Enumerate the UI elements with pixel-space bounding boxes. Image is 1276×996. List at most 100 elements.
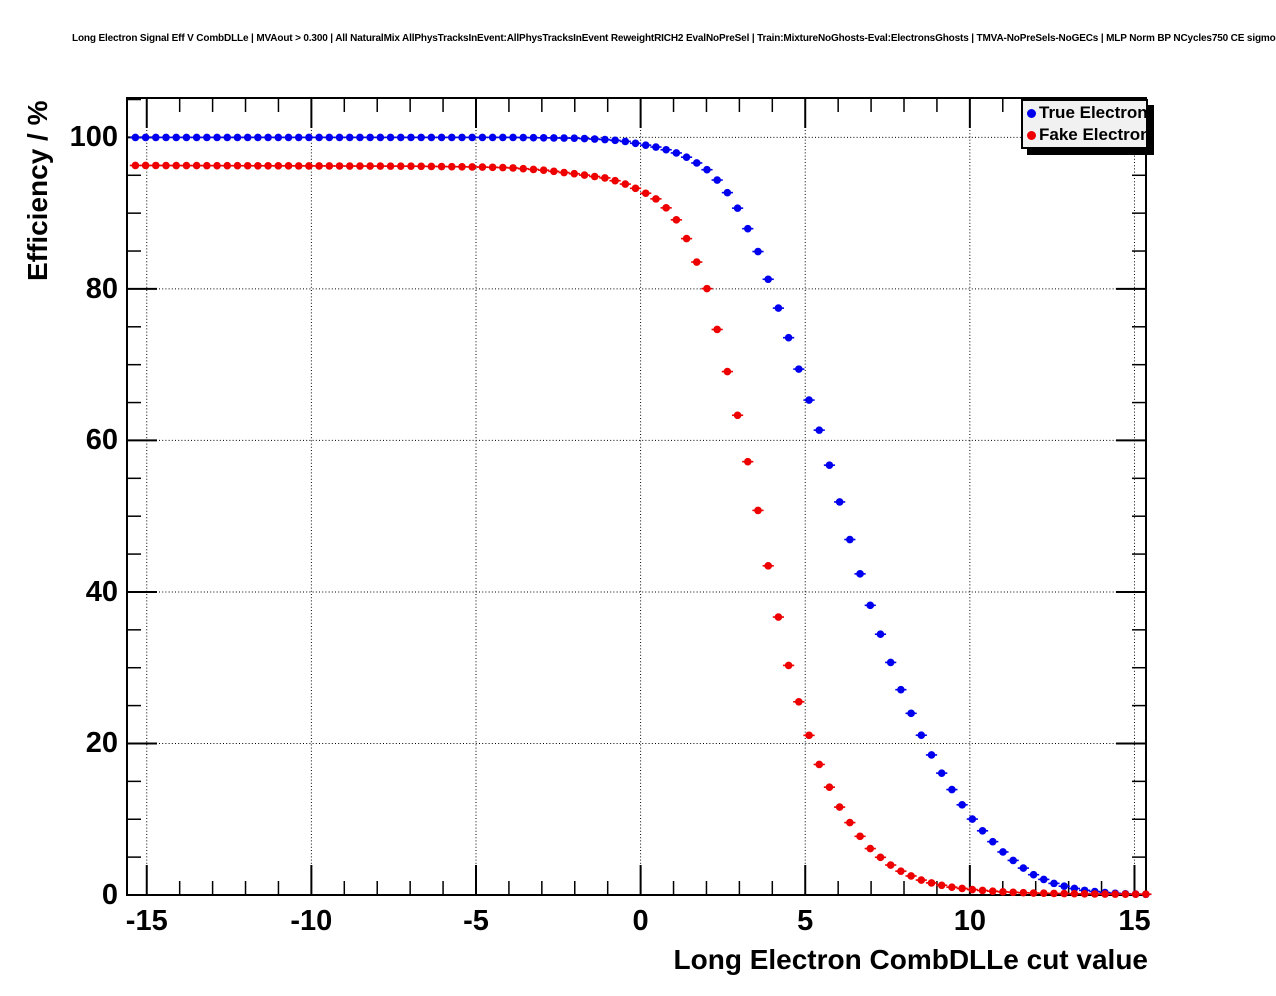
data-point — [937, 769, 946, 777]
data-point — [233, 133, 242, 142]
data-point — [560, 168, 568, 177]
data-point — [846, 818, 854, 827]
data-point — [580, 134, 589, 143]
data-point — [499, 133, 507, 142]
data-point — [682, 234, 691, 243]
data-point — [447, 162, 456, 171]
legend-entry-fake-electron: Fake Electron — [1027, 125, 1151, 145]
series-fake-electron — [129, 161, 1152, 899]
data-point — [264, 161, 272, 170]
data-point — [560, 134, 568, 142]
x-tick-label: 5 — [797, 905, 814, 937]
data-point — [141, 133, 150, 142]
data-point — [846, 535, 854, 544]
data-point — [243, 133, 252, 142]
data-point — [621, 137, 630, 146]
data-point — [1019, 888, 1028, 897]
y-tick-label: 20 — [85, 727, 118, 760]
data-point — [886, 658, 895, 667]
data-point — [754, 506, 762, 515]
data-point — [999, 848, 1007, 856]
data-point — [835, 498, 844, 506]
data-point — [182, 161, 191, 170]
data-point — [631, 139, 640, 148]
data-point — [376, 162, 385, 170]
data-point — [733, 204, 742, 212]
data-point — [856, 570, 864, 578]
data-point — [601, 135, 609, 144]
data-point — [968, 885, 977, 894]
series-true-electron — [129, 133, 1152, 899]
data-point — [672, 149, 681, 157]
data-point — [815, 426, 824, 434]
y-tick-label: 80 — [85, 272, 118, 305]
data-point — [335, 162, 344, 170]
data-point — [958, 884, 966, 893]
data-point — [488, 163, 497, 172]
data-point — [345, 133, 354, 142]
data-point — [743, 457, 752, 466]
legend: True Electron Fake Electron — [1021, 99, 1151, 149]
data-point — [805, 396, 813, 404]
data-point — [968, 815, 977, 823]
data-point — [325, 133, 334, 142]
data-point — [713, 325, 721, 334]
data-point — [213, 133, 221, 142]
data-point — [1080, 890, 1089, 898]
data-point — [274, 162, 283, 170]
data-point — [988, 837, 997, 846]
x-tick-label: -5 — [463, 905, 489, 937]
x-tick-label: 15 — [1118, 905, 1151, 937]
data-point — [386, 162, 395, 170]
y-tick-label: 0 — [101, 879, 118, 911]
data-point — [203, 133, 211, 142]
data-point — [692, 258, 701, 266]
data-point — [529, 133, 538, 142]
data-point — [1050, 879, 1058, 888]
data-point — [988, 887, 997, 896]
data-point — [396, 162, 405, 170]
data-point — [356, 133, 364, 142]
data-point — [325, 162, 334, 170]
data-point — [1070, 889, 1079, 898]
data-point — [1060, 882, 1068, 890]
data-point — [294, 162, 303, 170]
data-point — [1121, 890, 1130, 898]
data-point — [192, 161, 201, 170]
data-point — [641, 189, 650, 198]
data-point — [437, 162, 446, 171]
data-point — [978, 886, 987, 895]
data-point — [233, 161, 242, 170]
data-point — [1091, 890, 1099, 898]
data-point — [254, 161, 262, 170]
y-tick-label: 60 — [85, 424, 118, 457]
data-point — [284, 162, 293, 170]
data-point — [907, 709, 915, 718]
data-point — [519, 133, 528, 142]
data-point — [784, 333, 793, 342]
data-point — [192, 133, 201, 142]
data-point — [213, 161, 221, 170]
x-tick-label: 10 — [953, 905, 986, 937]
data-point — [550, 167, 558, 176]
data-point — [1060, 889, 1068, 898]
data-point — [335, 133, 344, 142]
data-point — [1111, 890, 1120, 898]
data-point — [570, 134, 579, 142]
data-point — [417, 133, 425, 142]
data-point — [672, 216, 681, 224]
data-point — [458, 162, 466, 171]
data-point — [264, 133, 272, 142]
data-point — [509, 133, 517, 142]
data-point — [366, 162, 374, 170]
data-point — [876, 853, 885, 862]
data-point — [152, 133, 160, 142]
data-point — [754, 247, 762, 256]
grid-lines — [127, 98, 1146, 895]
data-point — [366, 133, 374, 142]
data-point — [488, 133, 497, 142]
legend-label: True Electron — [1039, 103, 1148, 122]
data-point — [243, 161, 252, 170]
data-point — [223, 161, 232, 170]
